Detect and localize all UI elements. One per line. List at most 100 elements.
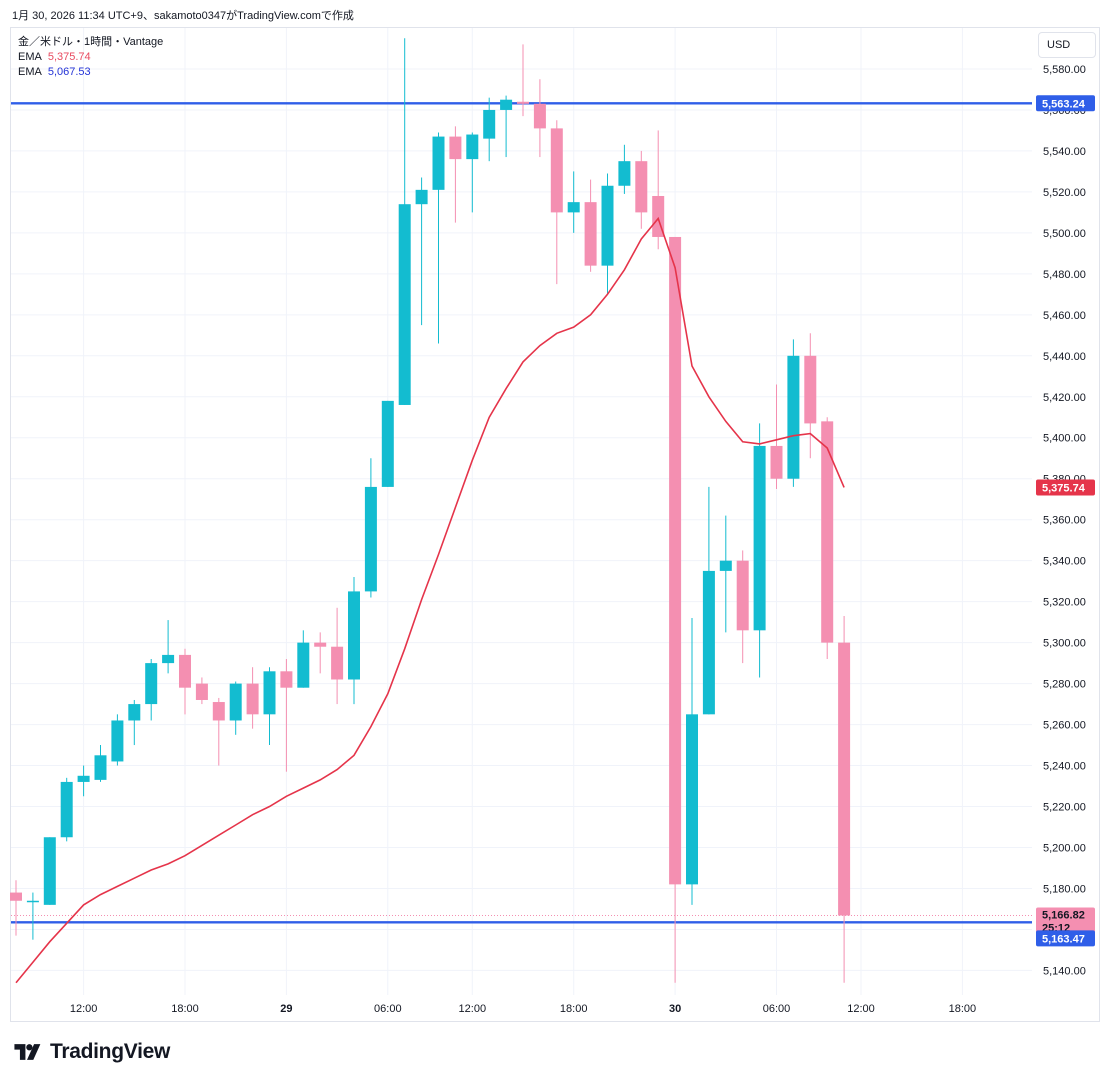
- candle-body: [145, 663, 158, 705]
- candle-up: [94, 745, 107, 782]
- candle-body: [162, 654, 175, 664]
- price-line-badge-top-bg: [1036, 95, 1095, 112]
- currency-selector[interactable]: USD: [1038, 32, 1096, 58]
- legend-symbol[interactable]: 金／米ドル・1時間・Vantage: [18, 36, 164, 48]
- candle-body: [635, 161, 648, 213]
- price-line-badge-bottom-bg: [1036, 930, 1095, 947]
- price-tick-label: 5,500.00: [1043, 228, 1086, 240]
- price-tick-label: 5,320.00: [1043, 597, 1086, 609]
- candle-up: [229, 681, 242, 735]
- chart-frame: [10, 27, 1100, 1022]
- price-tick-label: 5,460.00: [1043, 310, 1086, 322]
- candle-body: [415, 189, 428, 205]
- time-tick-label: 12:00: [459, 1003, 487, 1015]
- candle-body: [787, 355, 800, 479]
- candles: [10, 38, 851, 983]
- candle-body: [280, 671, 293, 688]
- candle-body: [381, 400, 394, 487]
- candle-body: [821, 421, 834, 643]
- candle-body: [533, 103, 546, 129]
- candle-up: [398, 38, 411, 405]
- price-tick-label: 5,580.00: [1043, 64, 1086, 76]
- legend-ema-2[interactable]: EMA 5,067.53: [18, 65, 163, 80]
- candle-down: [331, 607, 344, 705]
- price-tick-label: 5,480.00: [1043, 269, 1086, 281]
- candle-body: [60, 781, 73, 838]
- candle-up: [601, 173, 614, 295]
- candle-down: [736, 550, 749, 664]
- candle-down: [246, 667, 259, 729]
- time-tick-label: 06:00: [763, 1003, 791, 1015]
- price-tick-label: 5,400.00: [1043, 433, 1086, 445]
- candle-body: [550, 128, 563, 213]
- candle-body: [601, 185, 614, 266]
- candle-body: [195, 683, 208, 700]
- ema-line: [15, 216, 845, 984]
- candle-down: [517, 44, 529, 117]
- candle-body: [128, 704, 141, 721]
- candle-up: [567, 171, 580, 233]
- candle-up: [111, 714, 124, 766]
- candle-up: [500, 95, 513, 158]
- ema-points: [16, 218, 844, 982]
- candle-down: [195, 677, 208, 705]
- candle-body: [686, 714, 698, 885]
- candle-down: [212, 697, 225, 766]
- candle-body: [770, 445, 783, 479]
- candle-body: [263, 671, 276, 715]
- candle-body: [449, 136, 462, 160]
- candle-down: [669, 236, 682, 983]
- candle-body: [838, 642, 851, 916]
- candle-up: [466, 132, 479, 213]
- candle-up: [348, 577, 360, 705]
- candle-body: [398, 204, 411, 405]
- candle-down: [584, 179, 597, 272]
- candle-up: [702, 486, 715, 715]
- ema-badge: 5,375.74: [1036, 479, 1095, 496]
- price-tick-label: 5,280.00: [1043, 679, 1086, 691]
- candle-down: [449, 126, 462, 223]
- candle-body: [483, 109, 496, 139]
- tradingview-logo-icon: [14, 1044, 41, 1060]
- price-tick-label: 5,260.00: [1043, 720, 1086, 732]
- price-tick-label: 5,360.00: [1043, 515, 1086, 527]
- legend-ema-2-value: 5,067.53: [47, 66, 91, 78]
- candle-up: [753, 423, 766, 678]
- candle-up: [618, 144, 631, 194]
- candle-up: [432, 132, 445, 344]
- ema-badge-text: 5,375.74: [1042, 482, 1086, 494]
- candle-body: [432, 136, 445, 190]
- price-tick-label: 5,140.00: [1043, 965, 1086, 977]
- candle-body: [804, 355, 817, 424]
- price-tick-label: 5,340.00: [1043, 556, 1086, 568]
- price-lines: [11, 102, 1032, 924]
- candle-body: [466, 134, 479, 160]
- candle-body: [26, 900, 39, 903]
- last-price-badge-bg: [1036, 907, 1095, 936]
- tradingview-logo[interactable]: TradingView: [12, 1040, 170, 1064]
- last-price-value: 5,166.82: [1042, 909, 1085, 921]
- time-tick-label: 29: [280, 1003, 292, 1015]
- legend-ema-1[interactable]: EMA 5,375.74: [18, 50, 163, 65]
- price-tick-label: 5,440.00: [1043, 351, 1086, 363]
- candle-body: [111, 720, 124, 762]
- candle-down: [280, 659, 293, 772]
- candle-up: [145, 659, 158, 721]
- candle-body: [10, 892, 22, 901]
- price-line-badge-bottom-text: 5,163.47: [1042, 933, 1085, 945]
- grid: [11, 28, 1032, 995]
- candle-up: [162, 620, 175, 674]
- candle-up: [128, 699, 141, 746]
- candle-down: [179, 648, 191, 715]
- candle-up: [60, 777, 73, 842]
- candle-down: [550, 120, 563, 285]
- candle-up: [26, 892, 39, 940]
- candle-body: [94, 755, 107, 780]
- candle-body: [229, 683, 242, 721]
- candle-body: [212, 702, 225, 721]
- candle-up: [297, 630, 310, 688]
- candle-down: [635, 150, 648, 229]
- candle-up: [263, 667, 276, 746]
